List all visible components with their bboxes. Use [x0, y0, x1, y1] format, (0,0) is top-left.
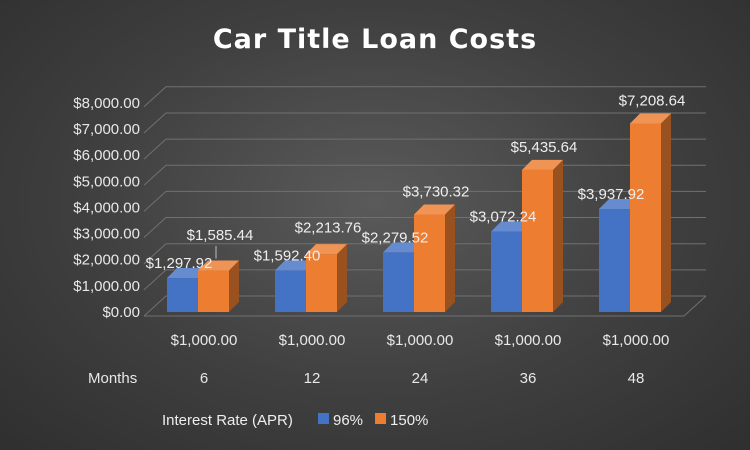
x-category-label: $1,000.00 [495, 332, 562, 349]
bar-series-150-48-top [630, 113, 671, 124]
data-label-150: $7,208.64 [619, 92, 686, 109]
bar-series-150-24 [414, 204, 455, 312]
bar-series-150-48-side [661, 113, 671, 312]
bar-series-96-24-front [383, 252, 414, 312]
bar-series-150-36-front [522, 169, 553, 312]
bar-series-150-12 [306, 244, 347, 312]
bar-series-96-36-front [491, 231, 522, 312]
bar-series-150-12-top [306, 244, 347, 255]
x-category-label: $1,000.00 [171, 332, 238, 349]
bar-series-150-12-front [306, 254, 337, 312]
bars [167, 113, 671, 312]
month-label: 6 [200, 370, 208, 387]
floor-right-edge [683, 295, 707, 317]
month-label: 24 [412, 370, 429, 387]
bar-series-150-6-top [198, 260, 239, 271]
y-tick-label: $8,000.00 [73, 95, 140, 112]
bar-series-96-48-top [599, 199, 640, 210]
x-category-label: $1,000.00 [387, 332, 454, 349]
bar-series-150-48-front [630, 123, 661, 312]
gridlines [143, 86, 707, 317]
chart-title: Car Title Loan Costs [213, 24, 537, 55]
legend-swatch [318, 413, 329, 424]
bar-series-96-36-top [491, 221, 532, 232]
bar-series-150-48 [630, 113, 671, 312]
month-label: 12 [304, 370, 321, 387]
bar-series-150-12-side [337, 244, 347, 312]
data-label-96: $1,592.40 [254, 247, 321, 264]
bar-series-150-6-front [198, 270, 229, 312]
y-tick-label: $1,000.00 [73, 278, 140, 295]
bar-series-96-12-front [275, 270, 306, 312]
x-category-label: $1,000.00 [603, 332, 670, 349]
bar-series-150-36-top [522, 159, 563, 170]
data-label-96: $3,072.24 [470, 209, 537, 226]
gridline [143, 86, 706, 108]
bar-series-150-36 [522, 159, 563, 312]
bar-series-96-6-top [167, 268, 208, 279]
y-tick-label: $4,000.00 [73, 199, 140, 216]
bar-series-150-36-side [553, 159, 563, 312]
bar-series-150-6 [198, 260, 239, 312]
data-label-150: $3,730.32 [403, 183, 470, 200]
y-tick-label: $0.00 [102, 304, 140, 321]
y-tick-label: $3,000.00 [73, 226, 140, 243]
data-label-150: $1,585.44 [187, 227, 254, 244]
x-axis-categories: $1,000.00 6 $1,000.00 12 $1,000.00 24 $1,000.0… [88, 332, 669, 387]
bar-series-96-12-top [275, 260, 316, 271]
data-label-96: $1,297.92 [146, 255, 213, 272]
legend-entry: 150% [390, 412, 428, 429]
bar-series-96-6-front [167, 278, 198, 312]
bar-series-150-24-front [414, 214, 445, 312]
data-label-96: $2,279.52 [362, 229, 429, 246]
y-tick-label: $5,000.00 [73, 173, 140, 190]
y-axis-ticks: $0.00 $1,000.00 $2,000.00 $3,000.00 $4,000.0… [73, 95, 140, 321]
bar-series-96-48-front [599, 209, 630, 312]
months-axis-title: Months [88, 370, 137, 387]
month-label: 48 [628, 370, 645, 387]
x-category-label: $1,000.00 [279, 332, 346, 349]
legend-entry: 96% [333, 412, 363, 429]
data-label-150: $5,435.64 [511, 139, 578, 156]
bar-series-150-24-side [445, 204, 455, 312]
y-tick-label: $7,000.00 [73, 121, 140, 138]
gridline [143, 112, 706, 134]
gridline [143, 164, 706, 186]
y-tick-label: $2,000.00 [73, 252, 140, 269]
legend-swatch [375, 413, 387, 424]
month-label: 36 [520, 370, 537, 387]
bar-series-150-24-top [414, 204, 455, 215]
legend-title: Interest Rate (APR) [162, 412, 293, 429]
bar-series-150-6-side [229, 260, 239, 312]
data-label-150: $2,213.76 [295, 219, 362, 236]
bar-series-96-24-top [383, 242, 424, 253]
y-tick-label: $6,000.00 [73, 147, 140, 164]
data-labels: $1,297.92 $1,585.44$1,592.40 $2,213.76$2,2… [146, 92, 686, 272]
data-label-96: $3,937.92 [578, 186, 645, 203]
legend: Interest Rate (APR) 96% 150% [162, 412, 428, 429]
gridline [143, 138, 706, 160]
